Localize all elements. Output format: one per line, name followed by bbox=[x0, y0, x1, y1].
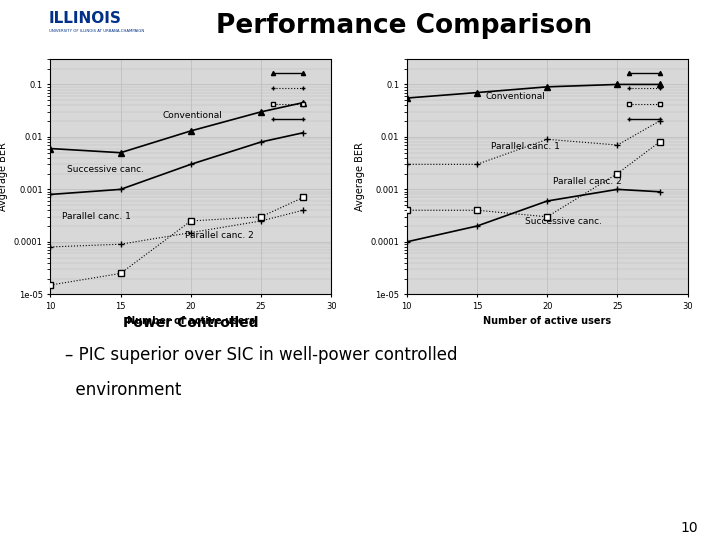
Text: Conventional: Conventional bbox=[163, 111, 222, 120]
Text: UNIVERSITY OF ILLINOIS AT URBANA-CHAMPAIGN: UNIVERSITY OF ILLINOIS AT URBANA-CHAMPAI… bbox=[49, 29, 144, 33]
Text: Successive canc.: Successive canc. bbox=[525, 217, 602, 226]
Text: Parallel canc. 1: Parallel canc. 1 bbox=[62, 212, 130, 221]
Y-axis label: Avgerage BER: Avgerage BER bbox=[355, 143, 365, 211]
Text: – PIC superior over SIC in well-power controlled: – PIC superior over SIC in well-power co… bbox=[65, 346, 457, 363]
Text: 1867: 1867 bbox=[19, 18, 35, 23]
Text: Parallel canc. 2: Parallel canc. 2 bbox=[553, 177, 621, 186]
Y-axis label: Avgerage BER: Avgerage BER bbox=[0, 143, 9, 211]
Text: ILLINOIS: ILLINOIS bbox=[49, 11, 122, 26]
Text: 10: 10 bbox=[681, 521, 698, 535]
X-axis label: Number of active users: Number of active users bbox=[483, 316, 611, 327]
Text: environment: environment bbox=[65, 381, 181, 399]
Text: Parallel canc. 1: Parallel canc. 1 bbox=[491, 141, 560, 151]
Text: Performance Comparison: Performance Comparison bbox=[216, 13, 592, 39]
Text: Successive canc.: Successive canc. bbox=[67, 165, 144, 174]
Text: TM: TM bbox=[24, 33, 30, 37]
Text: Parallel canc. 2: Parallel canc. 2 bbox=[185, 231, 254, 240]
X-axis label: Number of active users: Number of active users bbox=[127, 316, 255, 327]
Text: Power Controlled: Power Controlled bbox=[123, 316, 258, 330]
Text: Conventional: Conventional bbox=[485, 92, 545, 102]
